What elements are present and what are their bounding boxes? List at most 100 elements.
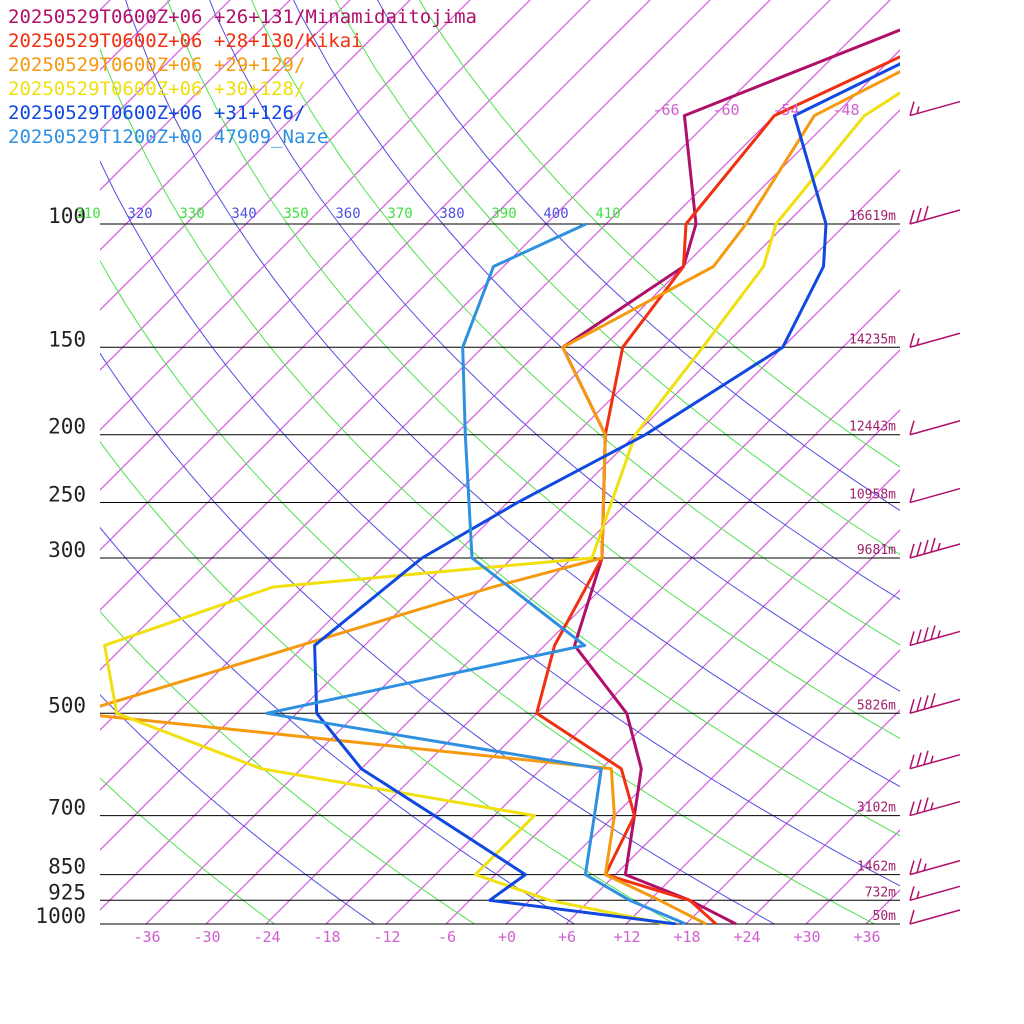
wind-barb bbox=[909, 100, 961, 117]
wind-barb-flag bbox=[909, 420, 915, 435]
height-label: 16619m bbox=[849, 209, 896, 224]
upper-temperature-label: -60 bbox=[712, 101, 739, 119]
pressure-label: 850 bbox=[48, 855, 86, 879]
wind-barb-half-flag bbox=[937, 630, 941, 638]
wind-barb-shaft bbox=[909, 800, 961, 817]
series-line-3 bbox=[100, 69, 900, 925]
wind-barb-half-flag bbox=[937, 542, 941, 551]
theta-label: 380 bbox=[439, 206, 464, 222]
pressure-label: 250 bbox=[48, 483, 86, 507]
wind-barb-shaft bbox=[909, 543, 961, 559]
wind-barb bbox=[909, 419, 961, 436]
wind-barb-flag bbox=[916, 752, 922, 767]
wind-barb-flag bbox=[930, 625, 936, 640]
isotherm bbox=[100, 0, 591, 491]
isotherm bbox=[100, 0, 651, 551]
height-label: 1462m bbox=[857, 860, 896, 875]
wind-barb-half-flag bbox=[923, 863, 927, 871]
wind-barb-flag bbox=[930, 693, 936, 708]
isotherm bbox=[100, 0, 351, 251]
isotherm bbox=[445, 469, 900, 925]
pressure-label: 1000 bbox=[35, 904, 86, 928]
pressure-label: 500 bbox=[48, 693, 86, 717]
wind-barb-flag bbox=[930, 537, 936, 553]
wind-barb-flag bbox=[923, 205, 929, 221]
dry-adiabat bbox=[100, 777, 275, 925]
height-label: 50m bbox=[873, 909, 897, 924]
axis-labels: 100 16619m 150 14235m 200 12443m 250 10958m 300 9… bbox=[35, 101, 896, 946]
legend: 20250529T0600Z+06 +26+131/Minamidaitojim… bbox=[8, 6, 477, 148]
wind-barb-flag bbox=[909, 488, 915, 503]
wind-barb bbox=[909, 750, 961, 770]
isotherm bbox=[685, 709, 900, 925]
legend-entry: 20250529T0600Z+06 +28+130/Kikai bbox=[8, 30, 363, 52]
height-label: 10958m bbox=[849, 488, 896, 503]
wind-barb-flag bbox=[909, 699, 915, 714]
wind-barb-half-flag bbox=[916, 106, 920, 114]
temperature-tick-label: -24 bbox=[253, 928, 280, 946]
isotherm bbox=[505, 529, 900, 925]
isotherm bbox=[100, 0, 231, 131]
theta-label: 370 bbox=[387, 206, 412, 222]
wind-barb-flag bbox=[909, 860, 915, 875]
pressure-label: 200 bbox=[48, 415, 86, 439]
wind-barb-flag bbox=[909, 543, 915, 559]
theta-label: 350 bbox=[283, 206, 308, 222]
wind-barb-shaft bbox=[909, 209, 961, 225]
height-label: 732m bbox=[865, 885, 896, 900]
sounding-series bbox=[100, 28, 900, 925]
temperature-tick-label: -12 bbox=[373, 928, 400, 946]
isotherm bbox=[325, 349, 900, 925]
theta-label: 320 bbox=[127, 206, 152, 222]
temperature-tick-label: +12 bbox=[613, 928, 640, 946]
wind-barb-flag bbox=[923, 750, 929, 765]
height-label: 12443m bbox=[849, 420, 896, 435]
wind-barb-shaft bbox=[909, 419, 961, 436]
wind-barb bbox=[909, 625, 961, 647]
pressure-label: 300 bbox=[48, 538, 86, 562]
theta-label: 310 bbox=[75, 206, 100, 222]
wind-barb-half-flag bbox=[930, 802, 934, 810]
wind-barb bbox=[909, 537, 961, 559]
wind-barb-flag bbox=[909, 886, 915, 901]
wind-barb bbox=[909, 909, 961, 925]
series-line-5 bbox=[313, 62, 900, 925]
isotherm bbox=[100, 0, 891, 791]
wind-barb-shaft bbox=[909, 630, 961, 647]
pressure-label: 100 bbox=[48, 204, 86, 228]
wind-barb-shaft bbox=[909, 100, 961, 117]
upper-temperature-label: -66 bbox=[652, 101, 679, 119]
dry-adiabat bbox=[335, 0, 900, 556]
theta-label: 410 bbox=[595, 206, 620, 222]
wind-barb-shaft bbox=[909, 885, 961, 902]
wind-barb-flag bbox=[909, 801, 915, 816]
legend-entry: 20250529T0600Z+06 +26+131/Minamidaitojim… bbox=[8, 6, 477, 28]
wind-barb bbox=[909, 487, 961, 504]
legend-entry: 20250529T1200Z+00 47909_Naze bbox=[8, 126, 328, 148]
isotherm bbox=[100, 0, 711, 611]
isotherm bbox=[625, 649, 900, 925]
wind-barb-shaft bbox=[909, 332, 961, 348]
wind-barb-flag bbox=[916, 697, 922, 712]
isotherm bbox=[100, 0, 291, 191]
series-line-2 bbox=[535, 55, 900, 925]
height-label: 3102m bbox=[857, 801, 896, 816]
dry-adiabat bbox=[418, 0, 900, 468]
legend-entry: 20250529T0600Z+06 +30+128/ bbox=[8, 78, 305, 100]
wind-barb-flag bbox=[916, 799, 922, 814]
theta-label: 360 bbox=[335, 206, 360, 222]
wind-barbs bbox=[909, 100, 961, 925]
dry-adiabat bbox=[100, 694, 375, 925]
temperature-tick-label: +24 bbox=[733, 928, 760, 946]
wind-barb bbox=[909, 858, 961, 876]
wind-barb bbox=[909, 205, 961, 225]
wind-barb-flag bbox=[916, 858, 922, 873]
series-line-6 bbox=[265, 222, 687, 925]
theta-label: 340 bbox=[231, 206, 256, 222]
wind-barb-half-flag bbox=[916, 338, 920, 346]
temperature-tick-label: +36 bbox=[853, 928, 880, 946]
dry-adiabat bbox=[100, 610, 475, 925]
wind-barb-flag bbox=[909, 909, 915, 925]
isotherm bbox=[100, 0, 531, 431]
